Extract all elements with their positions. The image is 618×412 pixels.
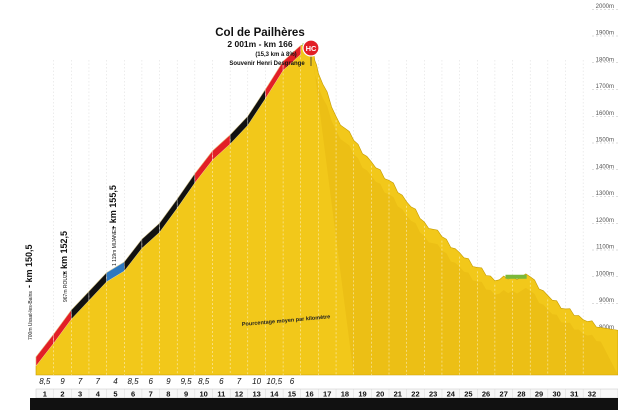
km-tick-label: 21 [394,390,402,399]
gradient-label-km-10: 8,5 [198,377,210,386]
gradient-label-km-8: 9 [166,377,171,386]
km-tick-label: 19 [358,390,366,399]
waypoint-km: - km 150,5 [24,244,34,288]
waypoint-km: - km 155,5 [108,185,118,229]
altitude-tick-label: 1400m [596,164,614,170]
km-tick-label: 14 [270,390,279,399]
km-tick-label: 31 [570,390,578,399]
waypoint-1: 700m Ussat-les-Bains - km 150,5 [24,244,34,340]
gradient-label-km-13: 10 [252,377,261,386]
gradient-label-km-1: 8,5 [39,377,51,386]
km-tick-label: 13 [252,390,260,399]
km-tick-label: 29 [535,390,543,399]
summit-altitude-km: 2 001m - km 166 [227,39,292,49]
km-tick-label: 28 [517,390,525,399]
km-tick-label: 9 [184,390,188,399]
gradient-label-km-15: 6 [290,377,295,386]
gradient-label-km-2: 9 [60,377,65,386]
altitude-tick-label: 1500m [596,138,614,144]
base-shadow-strip [30,398,618,410]
km-tick-label: 24 [447,390,456,399]
km-tick-label: 11 [217,390,225,399]
waypoint-labels: 700m Ussat-les-Bains - km 150,5 967m ROUZE… [24,185,118,340]
gradient-labels: 8,5 9 7 7 4 8,5 6 9 9,5 8,5 6 7 10 10,5 6 [39,377,294,386]
km-tick-label: 7 [149,390,153,399]
gradient-label-km-12: 7 [237,377,242,386]
road-strip [35,45,301,367]
km-tick-label: 3 [78,390,82,399]
waypoint-name: 967m ROUZE [63,270,69,302]
km-tick-label: 15 [288,390,296,399]
altitude-axis: 700m800m900m1000m1100m1200m1300m1400m150… [592,4,618,358]
gradient-label-km-11: 6 [219,377,224,386]
terrain-shading [311,45,618,376]
km-tick-label: 18 [341,390,349,399]
km-tick-label: 4 [96,390,101,399]
gradient-label-km-5: 4 [113,377,118,386]
km-base-bar [30,388,618,410]
km-tick-label: 12 [235,390,243,399]
gradient-label-km-4: 7 [96,377,101,386]
summit-name: Col de Pailhères [215,27,304,39]
km-tick-label: 27 [500,390,508,399]
altitude-tick-label: 800m [599,325,614,331]
summit-climb-stats: (15,3 km à 8%) [255,52,296,58]
lower-plateau [505,274,527,279]
gradient-label-km-9: 9,5 [180,377,192,386]
summit-badge-label: HC [306,44,317,53]
summit-annotation: Col de Pailhères 2 001m - km 166 (15,3 k… [215,27,320,67]
km-tick-label: 8 [166,390,170,399]
km-tick-labels: 1 2 3 4 5 6 7 8 9 10 11 12 13 14 15 16 17 18 19 20 21 22 23 24 2… [43,390,596,399]
km-tick-label: 10 [200,390,208,399]
gradient-label-km-14: 10,5 [266,377,282,386]
summit-badge [302,39,320,57]
waypoint-2: 967m ROUZE- km 152,5 [59,231,69,302]
altitude-tick-label: 1900m [596,31,614,37]
km-tick-label: 26 [482,390,490,399]
altitude-tick-label: 1700m [596,84,614,90]
km-tick-label: 17 [323,390,331,399]
waypoint-name: 700m Ussat-les-Bains [28,291,34,340]
altitude-tick-label: 2000m [596,4,614,10]
altitude-tick-label: 1800m [596,57,614,63]
gradient-label-km-3: 7 [78,377,83,386]
waypoint-km: - km 152,5 [59,231,69,275]
km-tick-label: 6 [131,390,135,399]
km-tick-label: 22 [411,390,419,399]
altitude-tick-label: 1200m [596,218,614,224]
km-tick-label: 2 [60,390,64,399]
km-tick-label: 5 [113,390,117,399]
altitude-tick-label: 900m [599,298,614,304]
waypoint-3: 1 119m MIJANES- km 155,5 [108,185,118,266]
altitude-tick-label: 1100m [596,245,614,251]
gradient-label-km-7: 6 [148,377,153,386]
km-tick-label: 1 [43,390,47,399]
km-tick-label: 20 [376,390,384,399]
summit-souvenir: Souvenir Henri Desgrange [229,61,305,67]
altitude-tick-label: 1000m [596,271,614,277]
altitude-tick-label: 1600m [596,111,614,117]
km-tick-label: 25 [464,390,472,399]
km-drop-lines [53,49,584,375]
gradient-label-km-6: 8,5 [128,377,140,386]
waypoint-name: 1 119m MIJANES [112,226,118,266]
altitude-tick-label: 1300m [596,191,614,197]
km-tick-label: 23 [429,390,437,399]
km-tick-label: 32 [588,390,596,399]
km-tick-label: 16 [305,390,313,399]
km-tick-label: 30 [553,390,561,399]
